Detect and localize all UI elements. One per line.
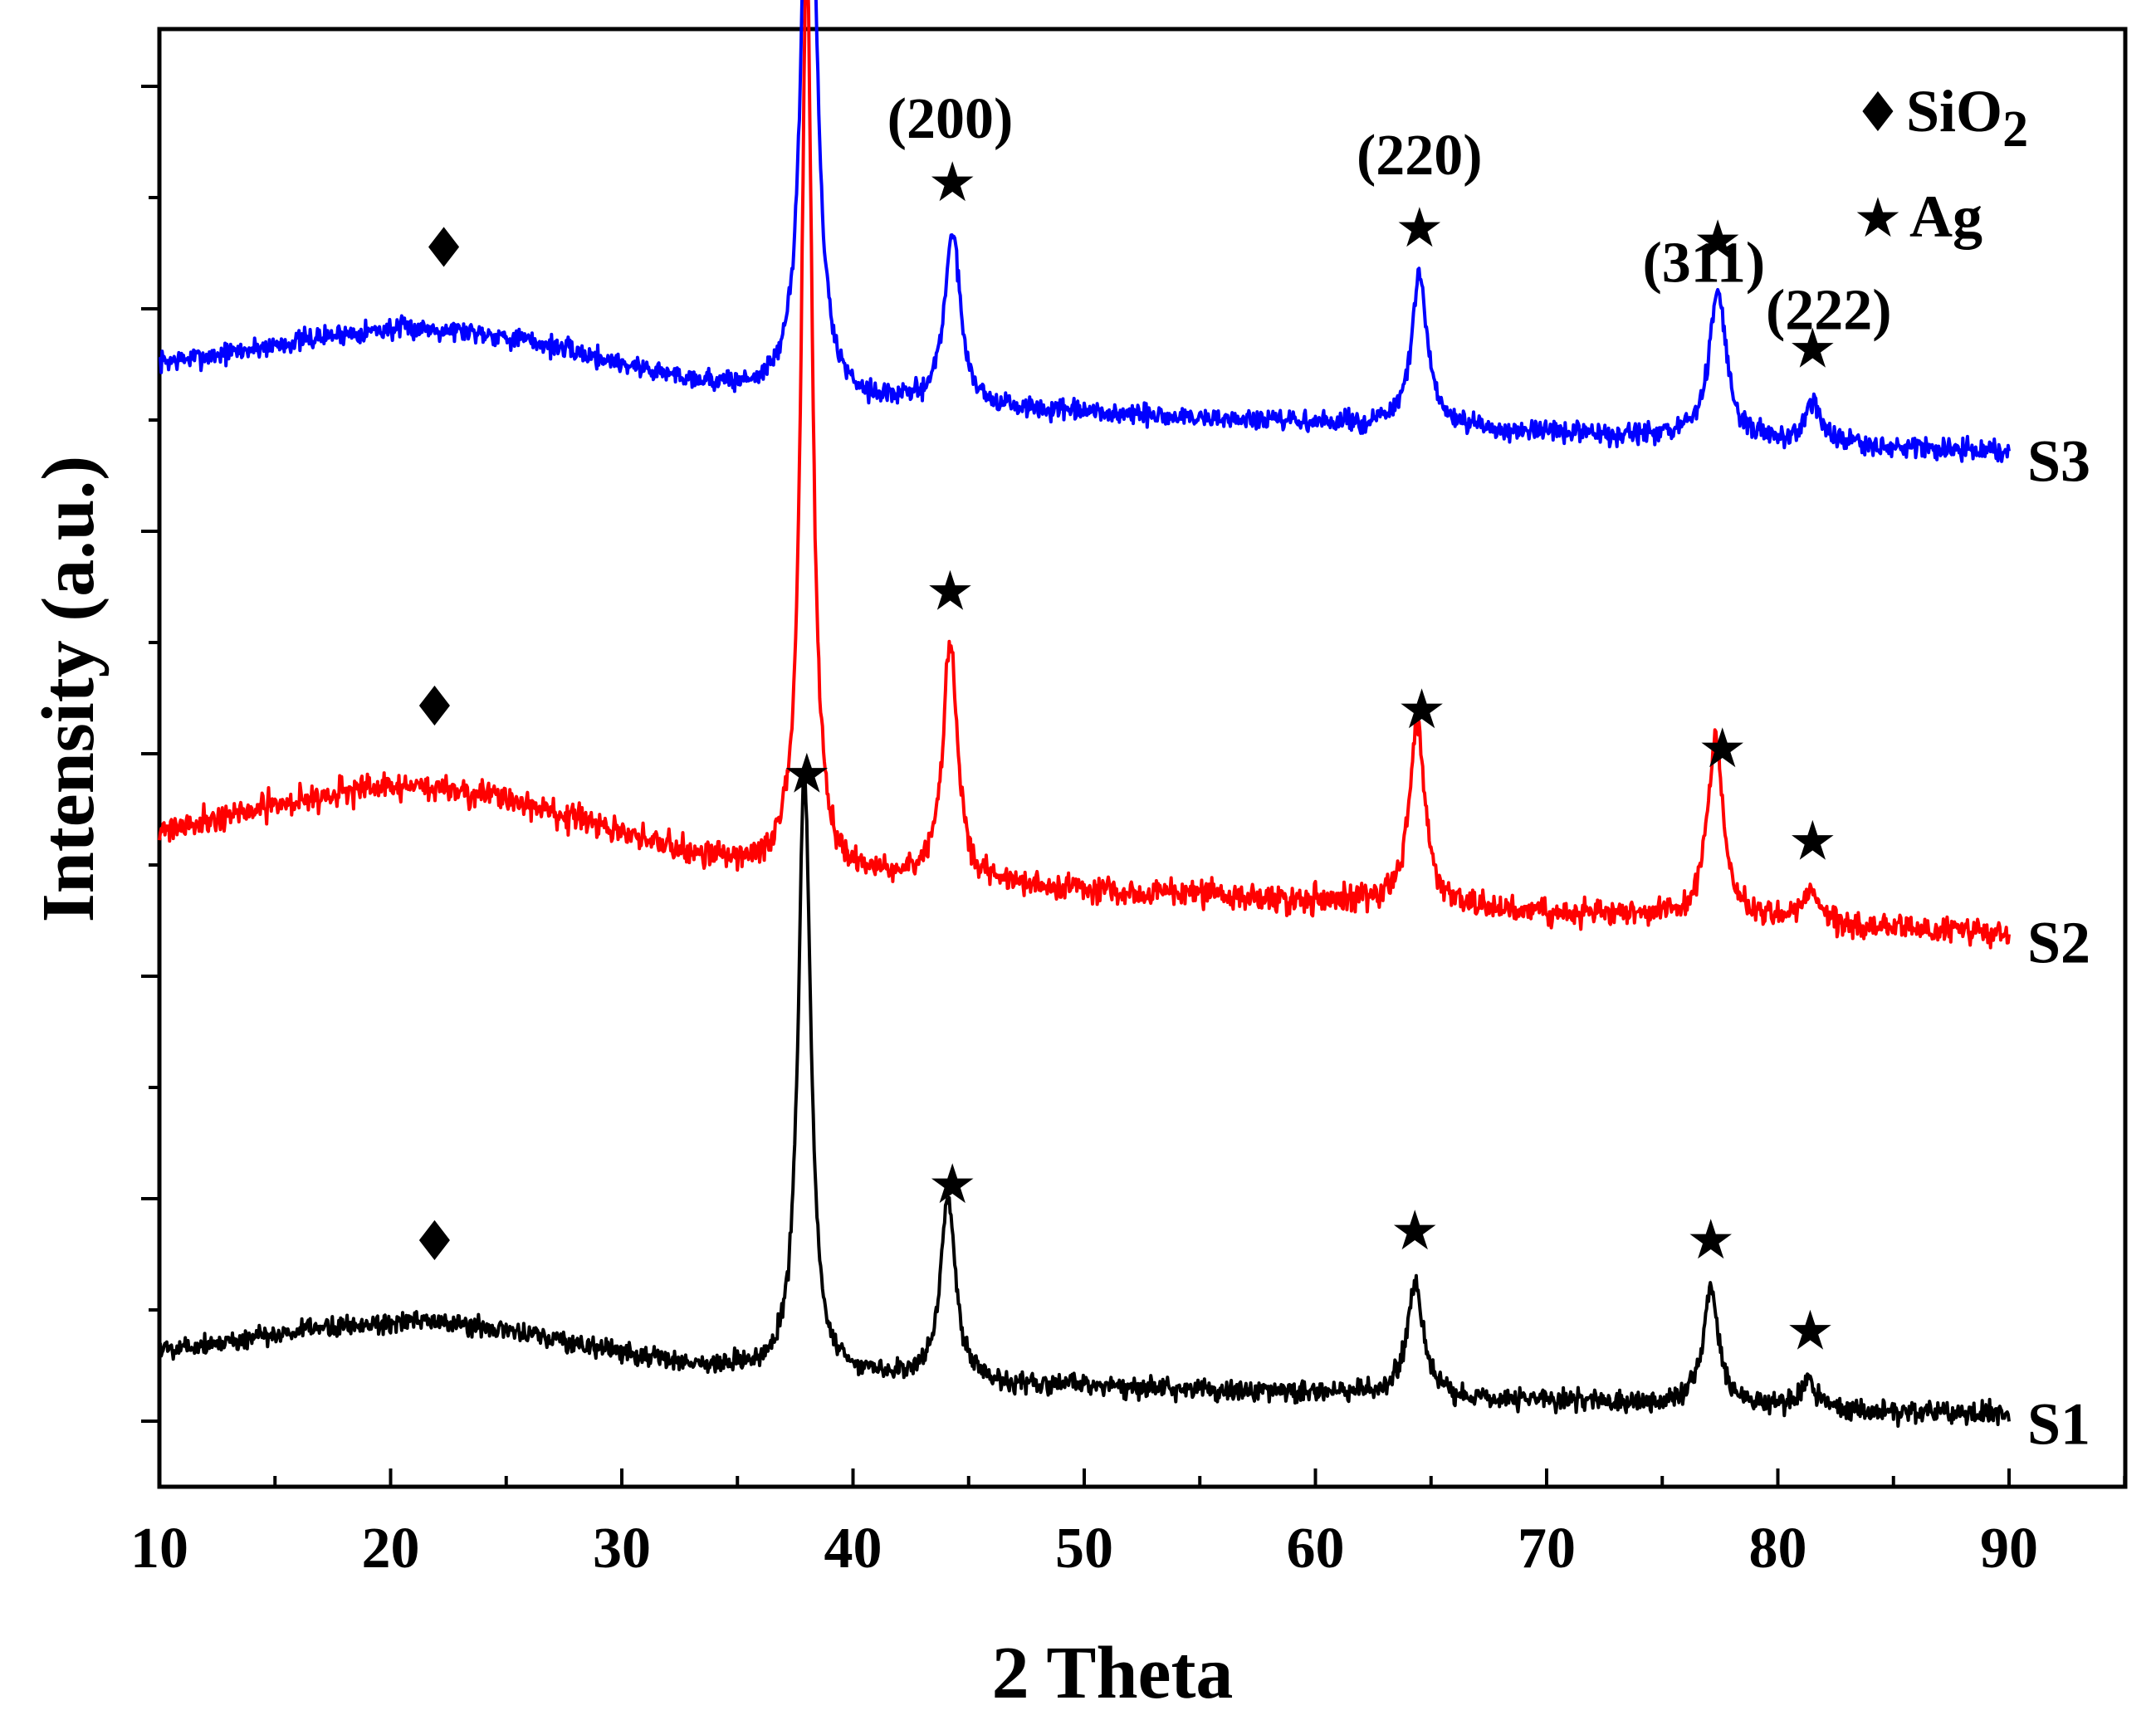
series-line-s1 <box>158 770 2011 1428</box>
star-icon: ★ <box>1395 196 1444 260</box>
x-axis-title: 2 Theta <box>992 1632 1234 1714</box>
star-icon: ★ <box>1397 677 1446 741</box>
legend-entry-sio2: SiO2 <box>1906 78 2028 158</box>
star-icon: ★ <box>926 559 975 623</box>
x-tick-label: 60 <box>1287 1517 1345 1581</box>
star-icon: ★ <box>1786 1298 1835 1362</box>
legend: ♦ SiO2 ★ Ag <box>1853 78 2028 250</box>
hkl-label: (311) <box>1642 231 1765 295</box>
y-axis-title: Intensity (a.u.) <box>27 456 110 923</box>
star-icon: ★ <box>1686 1208 1735 1272</box>
x-tick-label: 70 <box>1518 1517 1576 1581</box>
series-label-s2: S2 <box>2027 910 2090 976</box>
star-icon: ★ <box>928 1152 977 1216</box>
x-tick-label: 40 <box>824 1517 882 1581</box>
series-layer <box>158 0 2011 1428</box>
legend-diamond-icon: ♦ <box>1853 81 1902 144</box>
x-tick-label: 80 <box>1749 1517 1807 1581</box>
x-axis-tick-labels: 10 20 30 40 50 60 70 80 90 <box>130 1517 2038 1581</box>
diamond-icon: ♦ <box>419 216 468 280</box>
x-tick-label: 90 <box>1980 1517 2038 1581</box>
hkl-label: (220) <box>1357 124 1483 188</box>
legend-label-sio: SiO <box>1906 78 2002 144</box>
series-label-layer: S3 S2 S1 <box>2027 428 2090 1458</box>
star-icon: ★ <box>1788 809 1837 872</box>
x-tick-label: 50 <box>1055 1517 1113 1581</box>
star-icon: ★ <box>1788 317 1837 381</box>
series-line-s2 <box>158 0 2011 950</box>
star-icon: ★ <box>1694 208 1743 272</box>
hkl-label: (222) <box>1766 278 1892 342</box>
star-icon: ★ <box>1698 716 1747 780</box>
legend-star-icon: ★ <box>1853 186 1902 250</box>
x-tick-label: 10 <box>130 1517 188 1581</box>
diamond-icon: ♦ <box>410 1209 459 1273</box>
series-line-s3 <box>158 0 2011 463</box>
x-tick-label: 20 <box>362 1517 420 1581</box>
hkl-label: (200) <box>887 87 1014 151</box>
x-axis-ticks <box>158 1468 2127 1487</box>
series-label-s3: S3 <box>2027 428 2090 495</box>
star-icon: ★ <box>782 742 831 806</box>
plot-frame <box>157 27 2128 1489</box>
y-axis-ticks <box>141 85 159 1423</box>
series-label-s1: S1 <box>2027 1391 2090 1458</box>
legend-subscript: 2 <box>2002 101 2028 158</box>
star-icon: ★ <box>928 150 977 214</box>
legend-entry-ag: Ag <box>1909 183 1982 250</box>
star-icon: ★ <box>1391 1199 1440 1263</box>
x-tick-label: 30 <box>593 1517 651 1581</box>
hkl-label-layer: (111)(200)(220)(311)(222) <box>887 87 1892 342</box>
diamond-icon: ♦ <box>410 675 459 739</box>
marker-layer: ★★★★★★★★★★★★★★★♦♦♦ <box>410 150 1837 1362</box>
